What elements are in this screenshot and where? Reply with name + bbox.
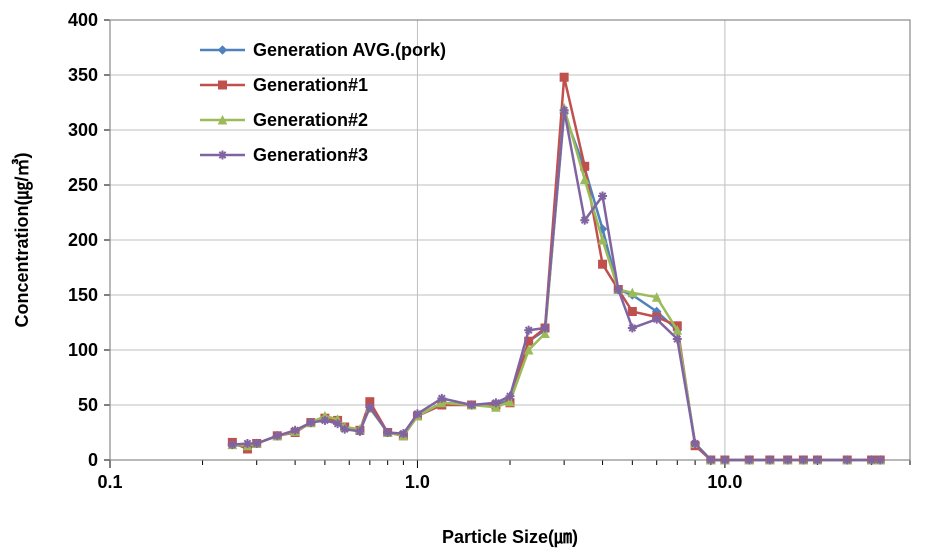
legend-label: Generation#2 (253, 110, 368, 130)
y-tick-label: 250 (68, 175, 98, 195)
y-tick-label: 0 (88, 450, 98, 470)
y-tick-label: 200 (68, 230, 98, 250)
y-tick-label: 400 (68, 10, 98, 30)
x-tick-label: 1.0 (405, 472, 430, 492)
y-tick-label: 50 (78, 395, 98, 415)
line-chart: 0 50 100 150 200 250 300 350 400 0.1 1.0 10.0 Partic… (0, 0, 936, 555)
x-tick-label: 0.1 (97, 472, 122, 492)
x-tick-label: 10.0 (707, 472, 742, 492)
legend-label: Generation AVG.(pork) (253, 40, 446, 60)
legend-label: Generation#1 (253, 75, 368, 95)
chart-container: 0 50 100 150 200 250 300 350 400 0.1 1.0 10.0 Partic… (0, 0, 936, 555)
y-tick-label: 350 (68, 65, 98, 85)
y-tick-label: 150 (68, 285, 98, 305)
y-tick-label: 300 (68, 120, 98, 140)
y-tick-label: 100 (68, 340, 98, 360)
y-axis-label: Concentration(㎍/㎥) (11, 153, 34, 328)
legend-label: Generation#3 (253, 145, 368, 165)
x-axis-label: Particle Size(㎛) (442, 527, 578, 548)
